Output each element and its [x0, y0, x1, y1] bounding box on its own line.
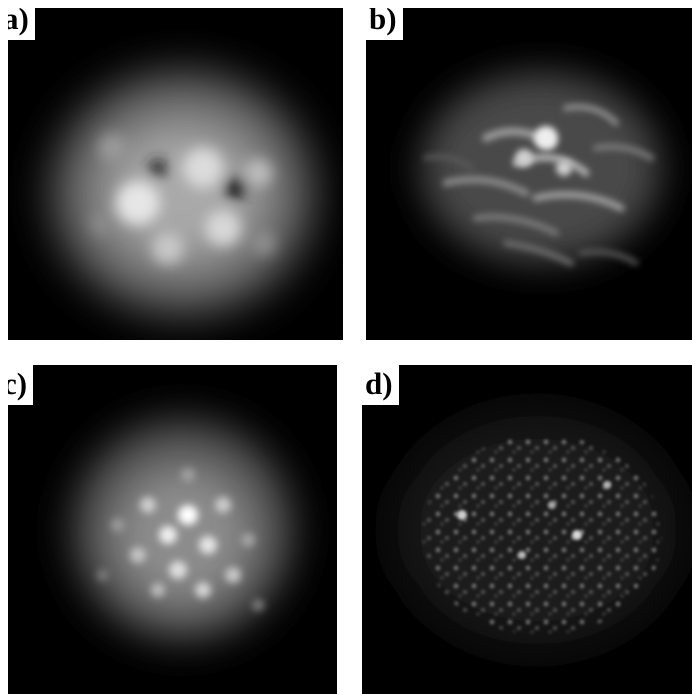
panel-b-label: b): [366, 8, 403, 40]
panel-a-image: [53, 73, 313, 313]
panel-d-label: d): [362, 365, 399, 405]
panel-b: b): [366, 8, 692, 340]
panel-a-label: a): [8, 8, 35, 40]
panel-b-image: [421, 73, 661, 266]
panel-c: c): [8, 365, 337, 694]
panel-c-label: c): [8, 365, 34, 405]
panel-a: a): [8, 8, 343, 340]
panel-d: d): [362, 365, 692, 694]
panel-c-image: [73, 420, 293, 640]
panel-d-image: [397, 415, 677, 645]
